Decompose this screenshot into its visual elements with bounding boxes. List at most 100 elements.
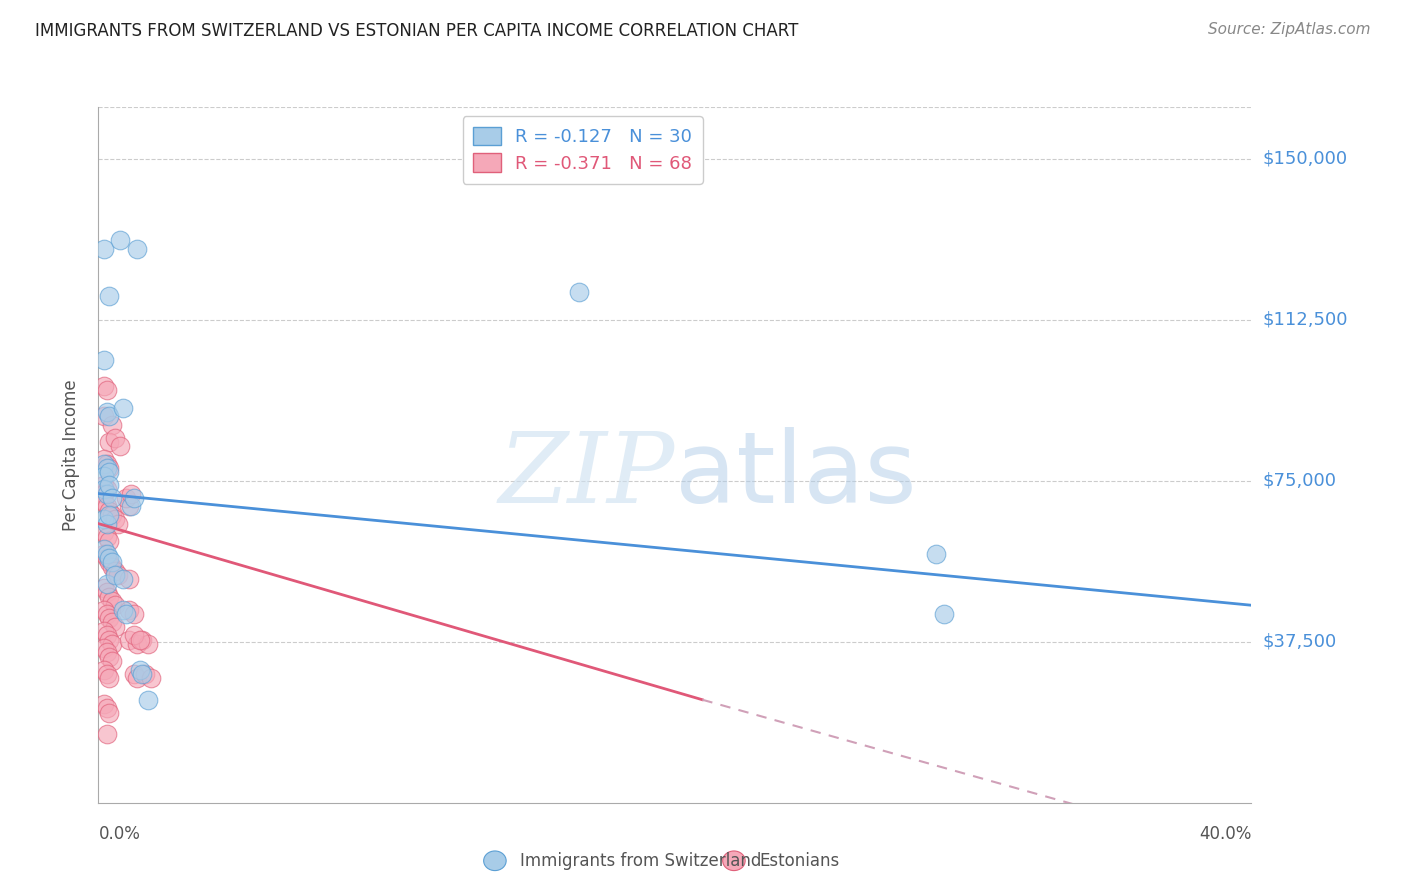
Point bbox=[98, 409, 121, 424]
Point bbox=[110, 233, 132, 247]
Text: atlas: atlas bbox=[675, 427, 917, 524]
Text: 40.0%: 40.0% bbox=[1199, 825, 1251, 843]
Point bbox=[112, 401, 135, 415]
Point bbox=[101, 559, 124, 574]
Text: Immigrants from Switzerland: Immigrants from Switzerland bbox=[520, 852, 762, 870]
Point bbox=[96, 457, 118, 471]
Point bbox=[98, 460, 121, 475]
Point bbox=[98, 465, 121, 479]
Point bbox=[112, 573, 135, 587]
Point bbox=[98, 551, 121, 566]
Point bbox=[96, 667, 118, 681]
Point bbox=[128, 632, 150, 647]
Text: $112,500: $112,500 bbox=[1263, 310, 1348, 328]
Text: $37,500: $37,500 bbox=[1263, 632, 1337, 651]
Point bbox=[93, 486, 115, 500]
Point bbox=[98, 632, 121, 647]
Point bbox=[101, 615, 124, 630]
Point bbox=[98, 555, 121, 569]
Point bbox=[93, 641, 115, 656]
Point bbox=[96, 486, 118, 500]
Point bbox=[98, 289, 121, 303]
Point bbox=[93, 457, 115, 471]
Point bbox=[93, 469, 115, 483]
Point bbox=[125, 242, 148, 256]
Point bbox=[101, 417, 124, 432]
Point bbox=[93, 663, 115, 677]
Point bbox=[932, 607, 955, 621]
Point bbox=[117, 632, 139, 647]
Point bbox=[101, 508, 124, 522]
Point bbox=[96, 645, 118, 659]
Text: $150,000: $150,000 bbox=[1263, 150, 1348, 168]
Point bbox=[96, 585, 118, 599]
Point bbox=[112, 602, 135, 616]
Point bbox=[104, 568, 127, 582]
Point bbox=[93, 242, 115, 256]
Point bbox=[924, 547, 946, 561]
Point bbox=[96, 516, 118, 531]
Point bbox=[117, 573, 139, 587]
Text: Source: ZipAtlas.com: Source: ZipAtlas.com bbox=[1208, 22, 1371, 37]
Point bbox=[93, 483, 115, 497]
Point bbox=[136, 692, 159, 706]
Point bbox=[101, 654, 124, 668]
Point bbox=[96, 628, 118, 642]
Point bbox=[96, 607, 118, 621]
Point bbox=[98, 533, 121, 548]
Point bbox=[117, 500, 139, 514]
Text: 0.0%: 0.0% bbox=[98, 825, 141, 843]
Text: IMMIGRANTS FROM SWITZERLAND VS ESTONIAN PER CAPITA INCOME CORRELATION CHART: IMMIGRANTS FROM SWITZERLAND VS ESTONIAN … bbox=[35, 22, 799, 40]
Point bbox=[98, 504, 121, 518]
Point bbox=[93, 697, 115, 711]
Point bbox=[96, 547, 118, 561]
Point bbox=[104, 431, 127, 445]
Point bbox=[125, 637, 148, 651]
Point bbox=[568, 285, 591, 299]
Point bbox=[93, 353, 115, 368]
Point bbox=[128, 663, 150, 677]
Point bbox=[98, 435, 121, 450]
Point bbox=[107, 568, 129, 582]
Point bbox=[93, 602, 115, 616]
Point bbox=[122, 491, 145, 505]
Point bbox=[101, 555, 124, 569]
Point bbox=[96, 405, 118, 419]
Point bbox=[98, 611, 121, 625]
Point bbox=[93, 547, 115, 561]
Point bbox=[96, 551, 118, 566]
Point bbox=[120, 500, 142, 514]
Point bbox=[96, 483, 118, 497]
Point bbox=[98, 649, 121, 664]
Point bbox=[96, 701, 118, 715]
Point bbox=[98, 706, 121, 720]
Point bbox=[96, 727, 118, 741]
Point bbox=[104, 620, 127, 634]
Point bbox=[136, 637, 159, 651]
Point bbox=[115, 607, 138, 621]
Point bbox=[131, 632, 153, 647]
Point bbox=[93, 452, 115, 467]
Point bbox=[98, 478, 121, 492]
Point bbox=[93, 581, 115, 595]
Point bbox=[98, 508, 121, 522]
Point bbox=[96, 500, 118, 514]
Point bbox=[131, 667, 153, 681]
Point bbox=[104, 564, 127, 578]
Point bbox=[134, 667, 156, 681]
Point bbox=[98, 671, 121, 685]
Point bbox=[101, 637, 124, 651]
Point bbox=[107, 516, 129, 531]
Point bbox=[139, 671, 162, 685]
Point bbox=[96, 576, 118, 591]
Text: ZIP: ZIP bbox=[499, 428, 675, 524]
Point bbox=[104, 512, 127, 526]
Point bbox=[93, 495, 115, 509]
Point bbox=[117, 602, 139, 616]
Point bbox=[93, 478, 115, 492]
Point bbox=[93, 512, 115, 526]
Point bbox=[122, 667, 145, 681]
Point bbox=[98, 590, 121, 604]
Point bbox=[115, 491, 138, 505]
Point bbox=[93, 525, 115, 540]
